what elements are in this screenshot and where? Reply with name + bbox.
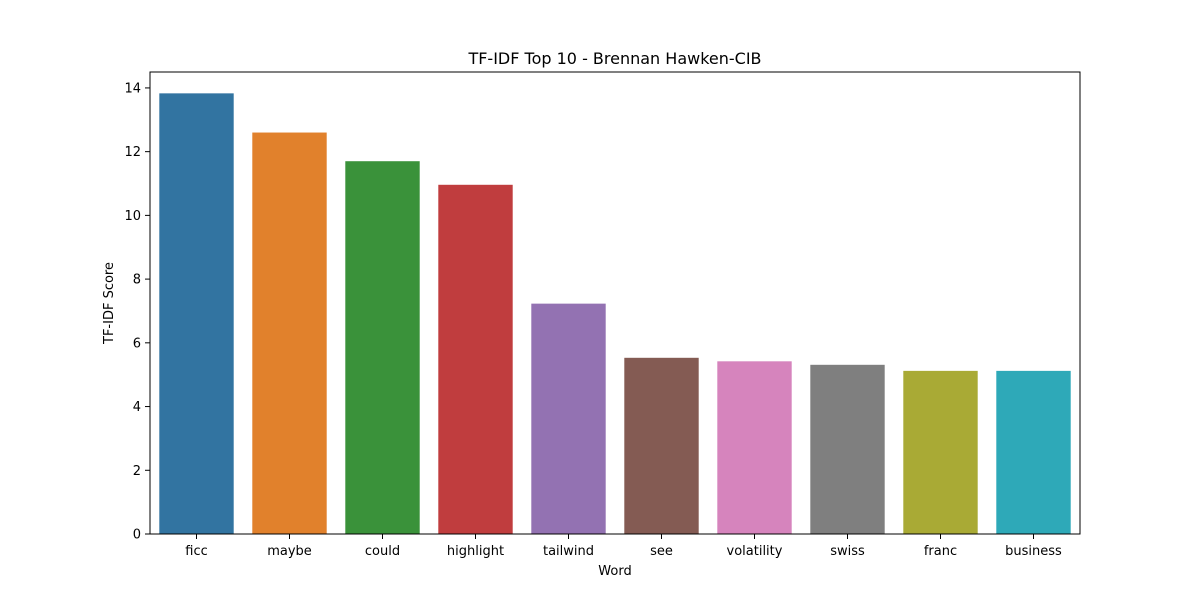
bar-could — [345, 161, 420, 534]
y-tick-label-14: 14 — [124, 81, 141, 96]
y-tick-label-2: 2 — [133, 464, 141, 479]
x-axis-label: Word — [598, 564, 631, 579]
x-tick-label-business: business — [1005, 544, 1062, 559]
x-tick-label-ficc: ficc — [185, 544, 207, 559]
chart-title: TF-IDF Top 10 - Brennan Hawken-CIB — [467, 49, 761, 68]
bar-highlight — [438, 184, 513, 535]
bar-business — [996, 370, 1071, 534]
x-tick-label-franc: franc — [924, 544, 957, 559]
bar-volatility — [717, 361, 792, 534]
plot-frame — [149, 71, 1081, 535]
y-tick-label-4: 4 — [133, 400, 141, 415]
y-tick-label-12: 12 — [124, 145, 141, 160]
y-tick-label-0: 0 — [133, 528, 141, 543]
y-axis-label: TF-IDF Score — [102, 262, 117, 345]
bar-franc — [903, 370, 978, 534]
x-tick-label-maybe: maybe — [267, 544, 312, 559]
bar-maybe — [252, 132, 327, 535]
bar-see — [624, 357, 699, 534]
bar-swiss — [810, 364, 885, 534]
y-axis: 0 2 4 6 8 10 12 14 — [124, 81, 150, 543]
x-tick-label-volatility: volatility — [727, 544, 783, 559]
x-axis: ficc maybe could highlight tailwind see volati… — [185, 534, 1062, 559]
y-tick-label-10: 10 — [124, 209, 141, 224]
y-tick-label-6: 6 — [133, 336, 141, 351]
x-tick-label-highlight: highlight — [447, 544, 504, 559]
y-tick-label-8: 8 — [133, 273, 141, 288]
x-tick-label-see: see — [650, 544, 673, 559]
x-tick-label-tailwind: tailwind — [543, 544, 594, 559]
bar-tailwind — [531, 303, 606, 534]
x-tick-label-could: could — [365, 544, 400, 559]
x-tick-label-swiss: swiss — [830, 544, 865, 559]
bar-ficc — [159, 93, 234, 534]
bars-layer — [159, 93, 1071, 535]
